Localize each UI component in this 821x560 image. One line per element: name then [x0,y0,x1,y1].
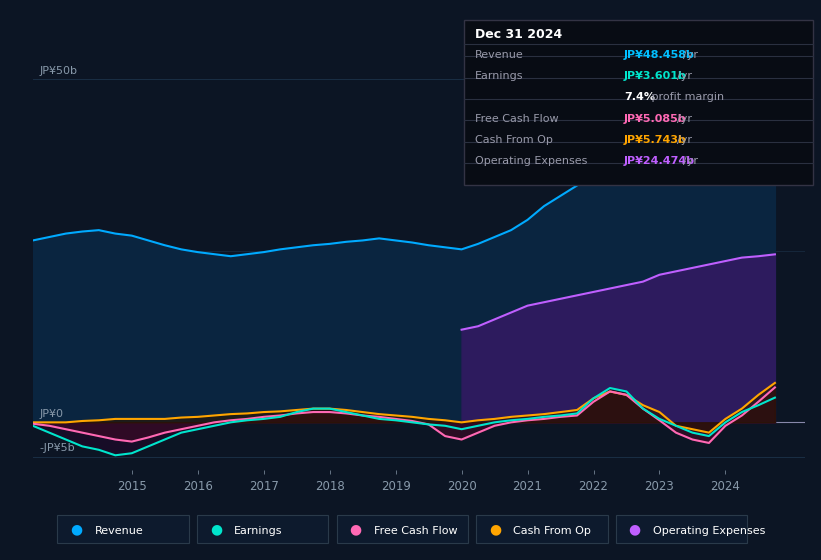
Text: ●: ● [71,522,82,536]
Text: /yr: /yr [677,135,692,145]
Text: JP¥48.458b: JP¥48.458b [624,50,695,60]
Text: ●: ● [629,522,640,536]
Text: /yr: /yr [683,50,698,60]
Text: ●: ● [210,522,222,536]
Text: profit margin: profit margin [648,92,724,102]
Text: /yr: /yr [683,156,698,166]
Text: JP¥5.085b: JP¥5.085b [624,114,686,124]
Text: Operating Expenses: Operating Expenses [653,526,765,536]
Text: Earnings: Earnings [234,526,282,536]
Text: JP¥0: JP¥0 [39,409,63,419]
Text: JP¥24.474b: JP¥24.474b [624,156,695,166]
Text: JP¥5.743b: JP¥5.743b [624,135,687,145]
Text: Earnings: Earnings [475,71,523,81]
Text: Cash From Op: Cash From Op [475,135,553,145]
Text: Free Cash Flow: Free Cash Flow [475,114,558,124]
Text: ●: ● [350,522,361,536]
Text: -JP¥5b: -JP¥5b [39,443,75,453]
Text: Free Cash Flow: Free Cash Flow [374,526,457,536]
Text: Cash From Op: Cash From Op [513,526,591,536]
Text: 7.4%: 7.4% [624,92,655,102]
Text: ●: ● [489,522,501,536]
Text: Operating Expenses: Operating Expenses [475,156,587,166]
Text: JP¥50b: JP¥50b [39,66,77,76]
Text: Revenue: Revenue [475,50,523,60]
Text: JP¥3.601b: JP¥3.601b [624,71,687,81]
Text: /yr: /yr [677,71,692,81]
Text: /yr: /yr [677,114,692,124]
Text: Dec 31 2024: Dec 31 2024 [475,27,562,40]
Text: Revenue: Revenue [94,526,143,536]
